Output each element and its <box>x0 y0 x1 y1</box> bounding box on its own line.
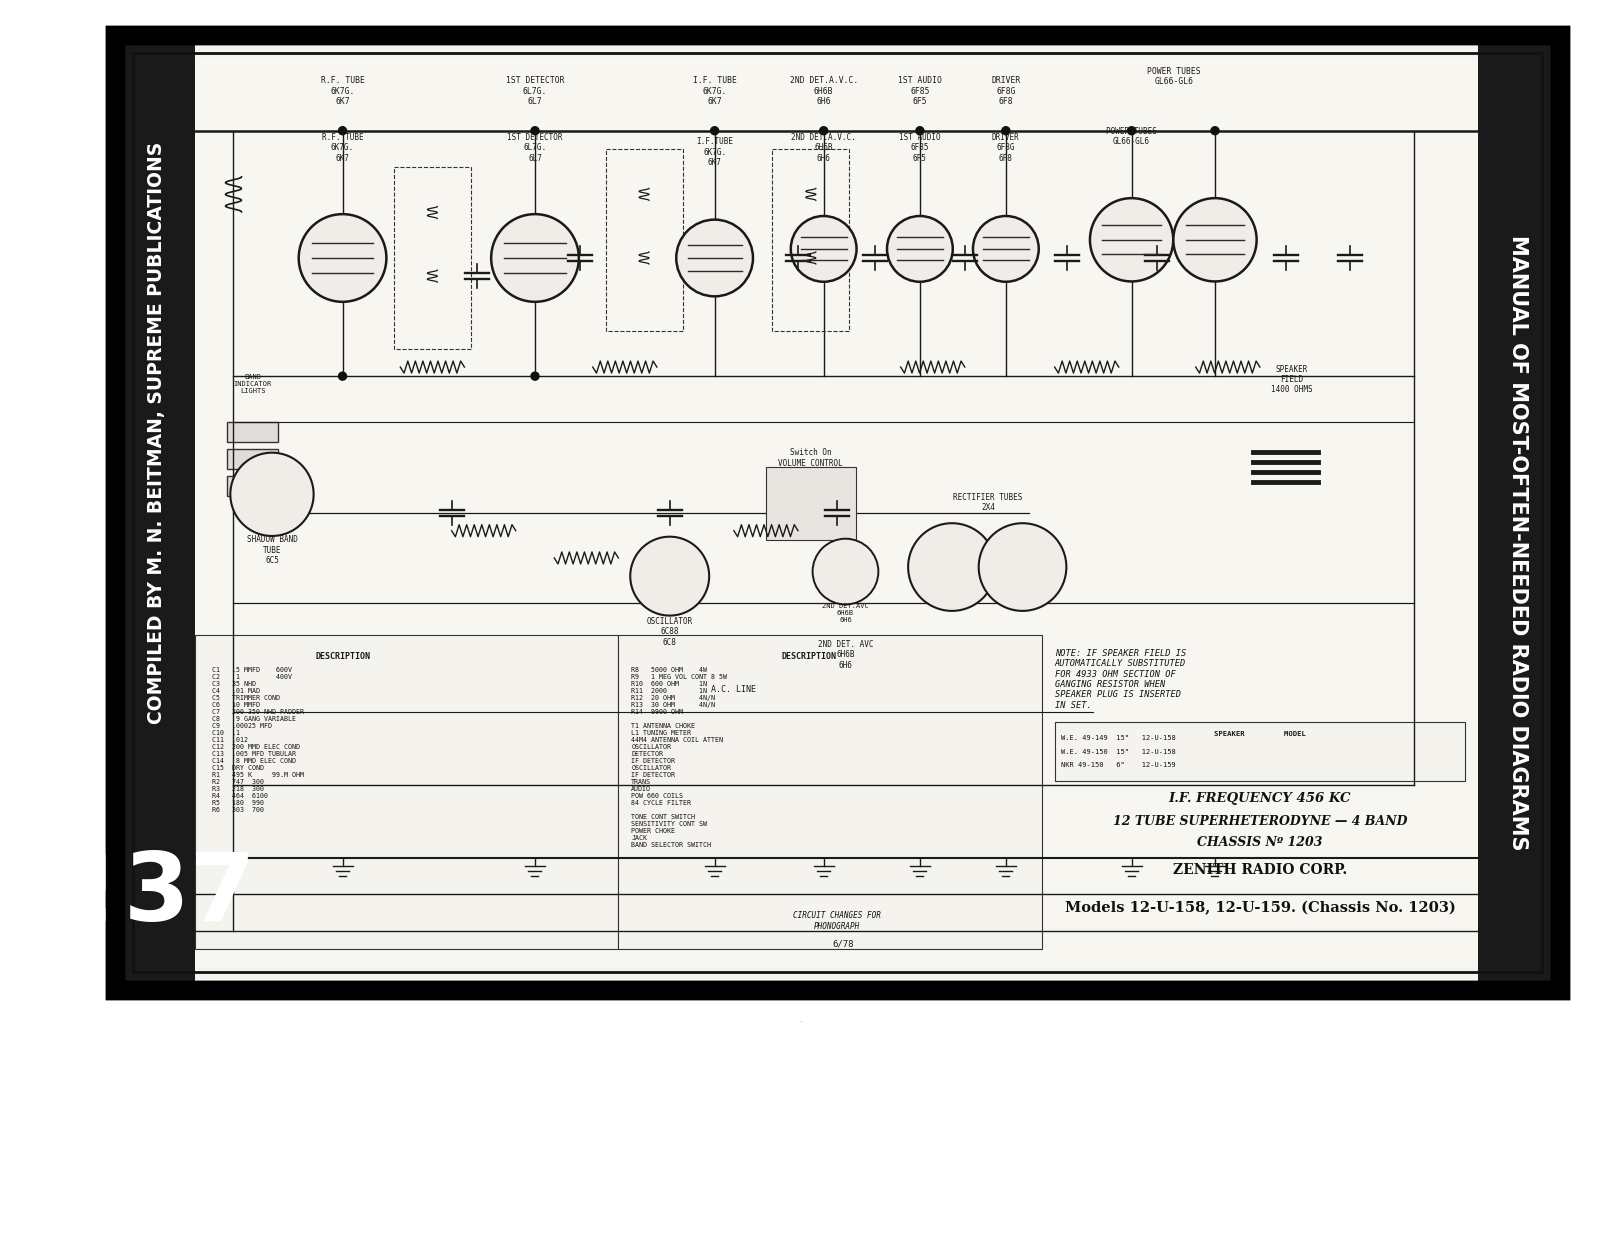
Bar <box>773 148 850 330</box>
Text: SPEAKER         MODEL: SPEAKER MODEL <box>1214 731 1306 737</box>
Text: I.F. TUBE
6K7G.
6K7: I.F. TUBE 6K7G. 6K7 <box>693 77 736 106</box>
Text: R.F. TUBE
6K7G.
6K7: R.F. TUBE 6K7G. 6K7 <box>320 77 365 106</box>
Circle shape <box>339 372 347 380</box>
Bar <box>227 422 278 442</box>
Circle shape <box>531 126 539 135</box>
Bar <box>394 167 470 349</box>
Bar <box>115 35 1560 990</box>
Text: CIRCUIT CHANGES FOR
PHONOGRAPH: CIRCUIT CHANGES FOR PHONOGRAPH <box>792 912 880 930</box>
Bar <box>766 468 856 539</box>
Bar <box>618 636 1042 949</box>
Text: Models 12-U-158, 12-U-159. (Chassis No. 1203): Models 12-U-158, 12-U-159. (Chassis No. … <box>1064 901 1456 915</box>
Circle shape <box>710 126 718 135</box>
Bar <box>133 53 1542 972</box>
Circle shape <box>909 523 995 611</box>
Circle shape <box>1090 198 1173 282</box>
Bar <box>115 35 1560 990</box>
Circle shape <box>531 372 539 380</box>
Text: R8   5000 OHM    4W
R9   1 MEG VOL CONT 8 5W
R10  600 OHM     1N
R11  2000      : R8 5000 OHM 4W R9 1 MEG VOL CONT 8 5W R1… <box>632 667 728 849</box>
Text: 1ST DETECTOR
6L7G.
6L7: 1ST DETECTOR 6L7G. 6L7 <box>507 132 563 162</box>
Text: 6/78: 6/78 <box>832 940 854 949</box>
Circle shape <box>491 214 579 302</box>
Circle shape <box>915 126 923 135</box>
Circle shape <box>819 126 827 135</box>
Text: CHASSIS Nº 1203: CHASSIS Nº 1203 <box>1197 836 1323 849</box>
Text: .: . <box>798 1016 802 1024</box>
Text: 2ND DET.A.V.C.
6H6B
6H6: 2ND DET.A.V.C. 6H6B 6H6 <box>792 132 856 162</box>
Bar <box>195 58 1478 967</box>
Circle shape <box>630 537 709 616</box>
Circle shape <box>979 523 1066 611</box>
Text: C1   .5 MMFD    600V
 C2    1         400V
 C3   35 NHD
 C4   .01 MAD
 C5   TRIM: C1 .5 MMFD 600V C2 1 400V C3 35 NHD C4 .… <box>208 667 304 813</box>
Text: OSCILLATOR
6C88
6C8: OSCILLATOR 6C88 6C8 <box>646 617 693 647</box>
Text: 2ND DET. AVC
6H6B
6H6: 2ND DET. AVC 6H6B 6H6 <box>818 640 874 669</box>
Text: DRIVER
6F8G
6F8: DRIVER 6F8G 6F8 <box>992 132 1019 162</box>
Text: 1ST AUDIO
6F85
6F5: 1ST AUDIO 6F85 6F5 <box>898 77 942 106</box>
Circle shape <box>1128 126 1136 135</box>
Circle shape <box>299 214 386 302</box>
Text: SHADOW BAND
TUBE
6C5: SHADOW BAND TUBE 6C5 <box>246 536 298 565</box>
Text: 2ND DET.A.V.C.
6H6B
6H6: 2ND DET.A.V.C. 6H6B 6H6 <box>789 77 858 106</box>
Text: COMPILED BY M. N. BEITMAN, SUPREME PUBLICATIONS: COMPILED BY M. N. BEITMAN, SUPREME PUBLI… <box>147 141 166 724</box>
Text: 237: 237 <box>58 849 256 941</box>
Text: W.E. 49-150  15"   12-U-158: W.E. 49-150 15" 12-U-158 <box>1061 748 1176 755</box>
Circle shape <box>973 216 1038 282</box>
Text: POWER TUBES
GL66-GL6: POWER TUBES GL66-GL6 <box>1106 126 1157 146</box>
Circle shape <box>1211 126 1219 135</box>
Bar <box>227 476 278 496</box>
Circle shape <box>230 453 314 536</box>
Circle shape <box>790 216 856 282</box>
Text: ZENITH RADIO CORP.: ZENITH RADIO CORP. <box>1173 862 1347 877</box>
Text: W.E. 49-149  15"   12-U-158: W.E. 49-149 15" 12-U-158 <box>1061 735 1176 741</box>
Circle shape <box>813 538 878 605</box>
Bar <box>605 148 683 330</box>
Bar <box>115 35 1560 990</box>
Circle shape <box>339 126 347 135</box>
Text: BAND
INDICATOR
LIGHTS: BAND INDICATOR LIGHTS <box>234 375 272 395</box>
Text: MANUAL OF MOST-OFTEN-NEEDED RADIO DIAGRAMS: MANUAL OF MOST-OFTEN-NEEDED RADIO DIAGRA… <box>1507 235 1528 850</box>
Text: DESCRIPTION: DESCRIPTION <box>781 652 837 661</box>
Text: POWER TUBES
GL66-GL6: POWER TUBES GL66-GL6 <box>1147 67 1200 87</box>
Text: SPEAKER
FIELD
1400 OHMS: SPEAKER FIELD 1400 OHMS <box>1270 365 1312 395</box>
Bar <box>122 42 195 983</box>
Text: Switch On
VOLUME CONTROL: Switch On VOLUME CONTROL <box>779 448 843 468</box>
Circle shape <box>677 220 754 297</box>
Bar <box>195 636 618 949</box>
Text: A.C. LINE: A.C. LINE <box>712 685 757 694</box>
Bar <box>1478 42 1554 983</box>
Circle shape <box>1173 198 1256 282</box>
Circle shape <box>886 216 952 282</box>
Text: RECTIFIER TUBES
2X4: RECTIFIER TUBES 2X4 <box>954 494 1022 512</box>
Text: DRIVER
6F8G
6F8: DRIVER 6F8G 6F8 <box>992 77 1021 106</box>
Text: I.F.TUBE
6K7G.
6K7: I.F.TUBE 6K7G. 6K7 <box>696 137 733 167</box>
Text: NKR 49-150   6"    12-U-159: NKR 49-150 6" 12-U-159 <box>1061 762 1176 768</box>
Text: I.F. FREQUENCY 456 KC: I.F. FREQUENCY 456 KC <box>1168 793 1350 805</box>
Text: NOTE: IF SPEAKER FIELD IS
AUTOMATICALLY SUBSTITUTED
FOR 4933 OHM SECTION OF
GANG: NOTE: IF SPEAKER FIELD IS AUTOMATICALLY … <box>1054 649 1186 710</box>
Text: 12 TUBE SUPERHETERODYNE — 4 BAND: 12 TUBE SUPERHETERODYNE — 4 BAND <box>1112 815 1406 828</box>
Text: 1ST AUDIO
6F85
6F5: 1ST AUDIO 6F85 6F5 <box>899 132 941 162</box>
Text: DESCRIPTION: DESCRIPTION <box>315 652 371 661</box>
Text: 2ND DET.AVC
6H6B
6H6: 2ND DET.AVC 6H6B 6H6 <box>822 604 869 623</box>
Text: 1ST DETECTOR
6L7G.
6L7: 1ST DETECTOR 6L7G. 6L7 <box>506 77 565 106</box>
Text: R.F. TUBE
6K7G.
6K7: R.F. TUBE 6K7G. 6K7 <box>322 132 363 162</box>
Bar <box>1054 721 1466 781</box>
Bar <box>227 449 278 469</box>
Circle shape <box>1002 126 1010 135</box>
